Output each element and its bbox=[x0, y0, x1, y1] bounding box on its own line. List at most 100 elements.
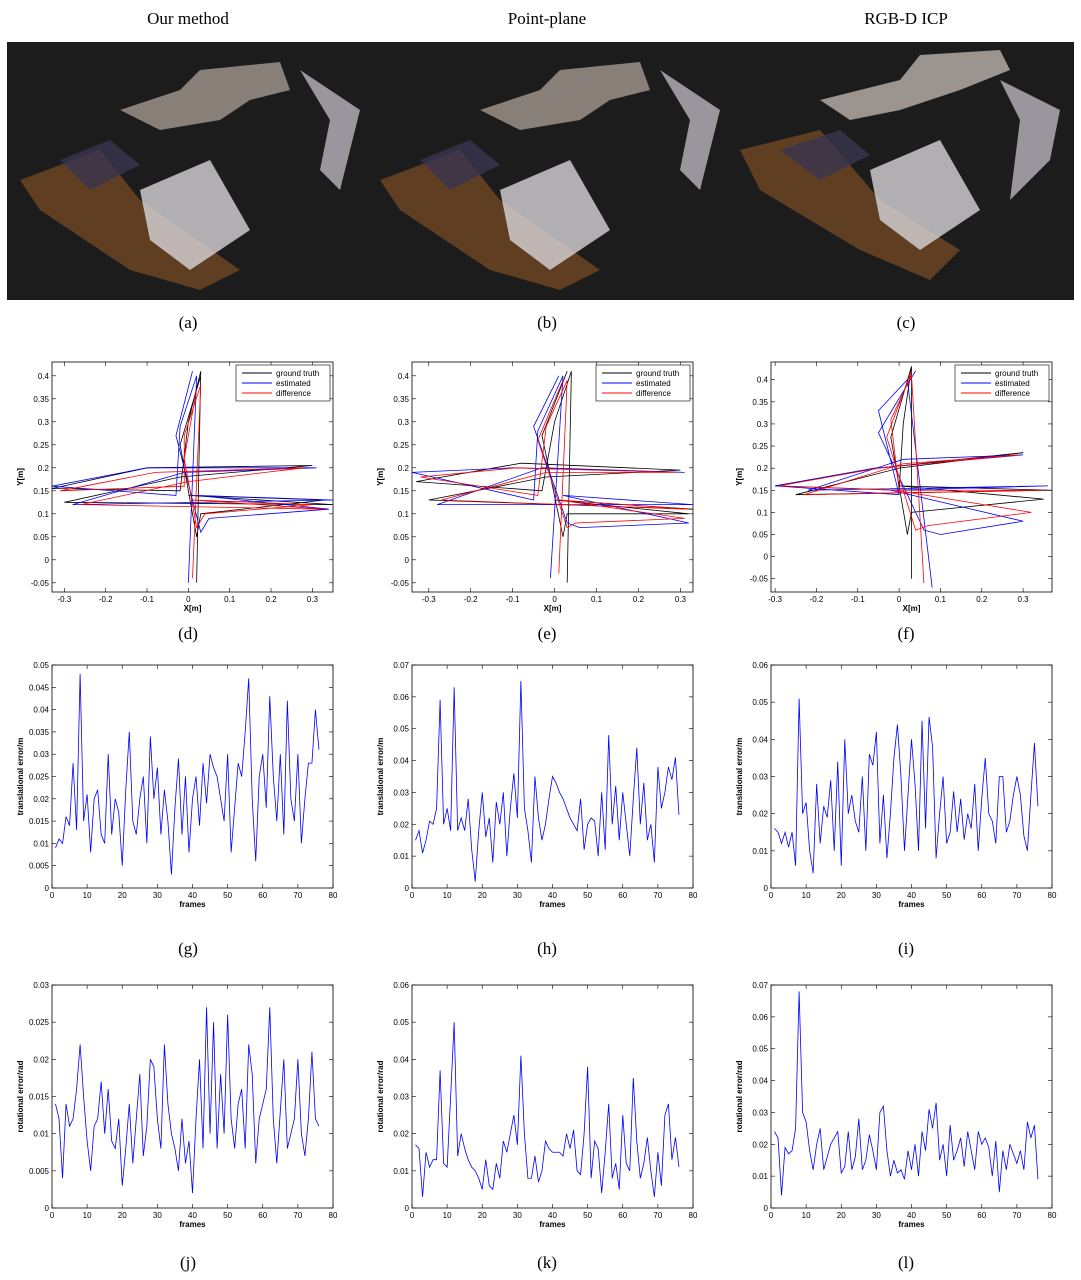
column-header: Point-plane bbox=[508, 9, 586, 28]
x-tick-label: 40 bbox=[188, 891, 197, 900]
legend-label: difference bbox=[636, 389, 672, 398]
y-tick-label: 0.05 bbox=[33, 661, 49, 670]
x-tick-label: 70 bbox=[653, 891, 662, 900]
x-tick-label: -0.1 bbox=[140, 595, 154, 604]
y-tick-label: 0.3 bbox=[398, 418, 410, 427]
y-tick-label: 0.01 bbox=[752, 1172, 768, 1181]
y-axis-label: rotational error/rad bbox=[376, 1060, 385, 1132]
x-tick-label: 10 bbox=[443, 891, 452, 900]
y-axis-label: rotational error/rad bbox=[735, 1060, 744, 1132]
y-tick-label: 0.01 bbox=[393, 852, 409, 861]
y-tick-label: 0.06 bbox=[752, 1013, 768, 1022]
y-tick-label: 0.05 bbox=[393, 533, 409, 542]
y-tick-label: 0.04 bbox=[393, 1055, 409, 1064]
y-tick-label: 0.4 bbox=[38, 372, 50, 381]
y-tick-label: 0.35 bbox=[33, 395, 49, 404]
y-axis-label: translational error/m bbox=[16, 738, 25, 816]
plot: -0.0500.050.10.150.20.250.30.350.4-0.3-0… bbox=[376, 362, 693, 613]
x-tick-label: -0.3 bbox=[422, 595, 436, 604]
plot-area bbox=[771, 665, 1052, 888]
y-tick-label: 0.015 bbox=[29, 817, 50, 826]
x-tick-label: 20 bbox=[118, 1211, 127, 1220]
reconstruction-images bbox=[7, 42, 1074, 300]
y-tick-label: 0.02 bbox=[33, 1055, 49, 1064]
x-tick-label: -0.2 bbox=[810, 595, 824, 604]
x-tick-label: 60 bbox=[258, 891, 267, 900]
x-tick-label: 0 bbox=[50, 1211, 55, 1220]
y-axis-label: translational error/m bbox=[735, 738, 744, 816]
y-tick-label: 0.04 bbox=[752, 735, 768, 744]
x-tick-label: 70 bbox=[1012, 1211, 1021, 1220]
y-tick-label: 0.07 bbox=[752, 981, 768, 990]
y-tick-label: 0.35 bbox=[393, 395, 409, 404]
x-tick-label: 0 bbox=[186, 595, 191, 604]
x-tick-label: 0 bbox=[410, 891, 415, 900]
y-tick-label: 0.03 bbox=[33, 750, 49, 759]
x-tick-label: 80 bbox=[329, 1211, 338, 1220]
x-tick-label: -0.3 bbox=[768, 595, 782, 604]
legend-label: ground truth bbox=[995, 369, 1038, 378]
y-tick-label: 0.015 bbox=[29, 1093, 50, 1102]
y-tick-label: 0.05 bbox=[33, 533, 49, 542]
panel-caption: (a) bbox=[179, 313, 198, 332]
y-axis-label: translational error/m bbox=[376, 738, 385, 816]
x-tick-label: -0.3 bbox=[57, 595, 71, 604]
x-tick-label: 0.3 bbox=[1018, 595, 1030, 604]
y-tick-label: 0.01 bbox=[33, 1130, 49, 1139]
x-tick-label: -0.1 bbox=[506, 595, 520, 604]
y-tick-label: 0.02 bbox=[393, 1130, 409, 1139]
x-axis-label: frames bbox=[898, 900, 925, 909]
plot: 00.0050.010.0150.020.0250.03010203040506… bbox=[16, 981, 338, 1229]
plot-area bbox=[52, 665, 333, 888]
y-tick-label: 0.025 bbox=[29, 1018, 50, 1027]
x-tick-label: 60 bbox=[618, 1211, 627, 1220]
x-tick-label: 50 bbox=[223, 1211, 232, 1220]
y-tick-label: 0.03 bbox=[393, 1093, 409, 1102]
plot: 00.010.020.030.040.050.060.0701020304050… bbox=[735, 981, 1057, 1229]
y-axis-label: rotational error/rad bbox=[16, 1060, 25, 1132]
x-tick-label: 10 bbox=[443, 1211, 452, 1220]
x-tick-label: 0.1 bbox=[591, 595, 603, 604]
x-tick-label: 40 bbox=[907, 1211, 916, 1220]
y-tick-label: 0.03 bbox=[33, 981, 49, 990]
x-axis-label: X[m] bbox=[544, 604, 562, 613]
y-tick-label: 0.15 bbox=[33, 487, 49, 496]
y-tick-label: 0.04 bbox=[393, 757, 409, 766]
y-tick-label: 0.05 bbox=[393, 725, 409, 734]
x-axis-label: frames bbox=[539, 1220, 566, 1229]
panel-caption: (i) bbox=[898, 939, 914, 958]
y-tick-label: 0.02 bbox=[752, 1140, 768, 1149]
x-tick-label: 10 bbox=[802, 891, 811, 900]
x-tick-label: 70 bbox=[293, 891, 302, 900]
panel-caption: (d) bbox=[178, 624, 198, 643]
y-tick-label: 0.01 bbox=[33, 839, 49, 848]
y-tick-label: 0.03 bbox=[393, 788, 409, 797]
legend: ground truthestimateddifference bbox=[955, 365, 1049, 401]
x-tick-label: -0.2 bbox=[99, 595, 113, 604]
x-tick-label: 20 bbox=[837, 1211, 846, 1220]
y-tick-label: 0.005 bbox=[29, 862, 50, 871]
x-axis-label: frames bbox=[898, 1220, 925, 1229]
y-tick-label: 0.06 bbox=[752, 661, 768, 670]
y-tick-label: 0 bbox=[764, 553, 769, 562]
x-tick-label: 0 bbox=[50, 891, 55, 900]
y-tick-label: 0.4 bbox=[398, 372, 410, 381]
x-tick-label: 0.2 bbox=[265, 595, 277, 604]
x-tick-label: 70 bbox=[1012, 891, 1021, 900]
panel-caption: (f) bbox=[898, 624, 915, 643]
panel-caption: (c) bbox=[897, 313, 916, 332]
legend-label: ground truth bbox=[276, 369, 319, 378]
y-tick-label: 0.005 bbox=[29, 1167, 50, 1176]
y-tick-label: 0.04 bbox=[33, 706, 49, 715]
x-tick-label: 20 bbox=[478, 891, 487, 900]
legend-label: estimated bbox=[276, 379, 311, 388]
legend-label: difference bbox=[995, 389, 1031, 398]
x-tick-label: 50 bbox=[942, 891, 951, 900]
y-tick-label: 0.06 bbox=[393, 981, 409, 990]
legend-label: estimated bbox=[995, 379, 1030, 388]
y-tick-label: 0.03 bbox=[752, 1108, 768, 1117]
figure: Our method Point-plane RGB-D ICP (a)(b)(… bbox=[0, 0, 1081, 1280]
x-tick-label: 30 bbox=[513, 891, 522, 900]
x-tick-label: 0 bbox=[552, 595, 557, 604]
